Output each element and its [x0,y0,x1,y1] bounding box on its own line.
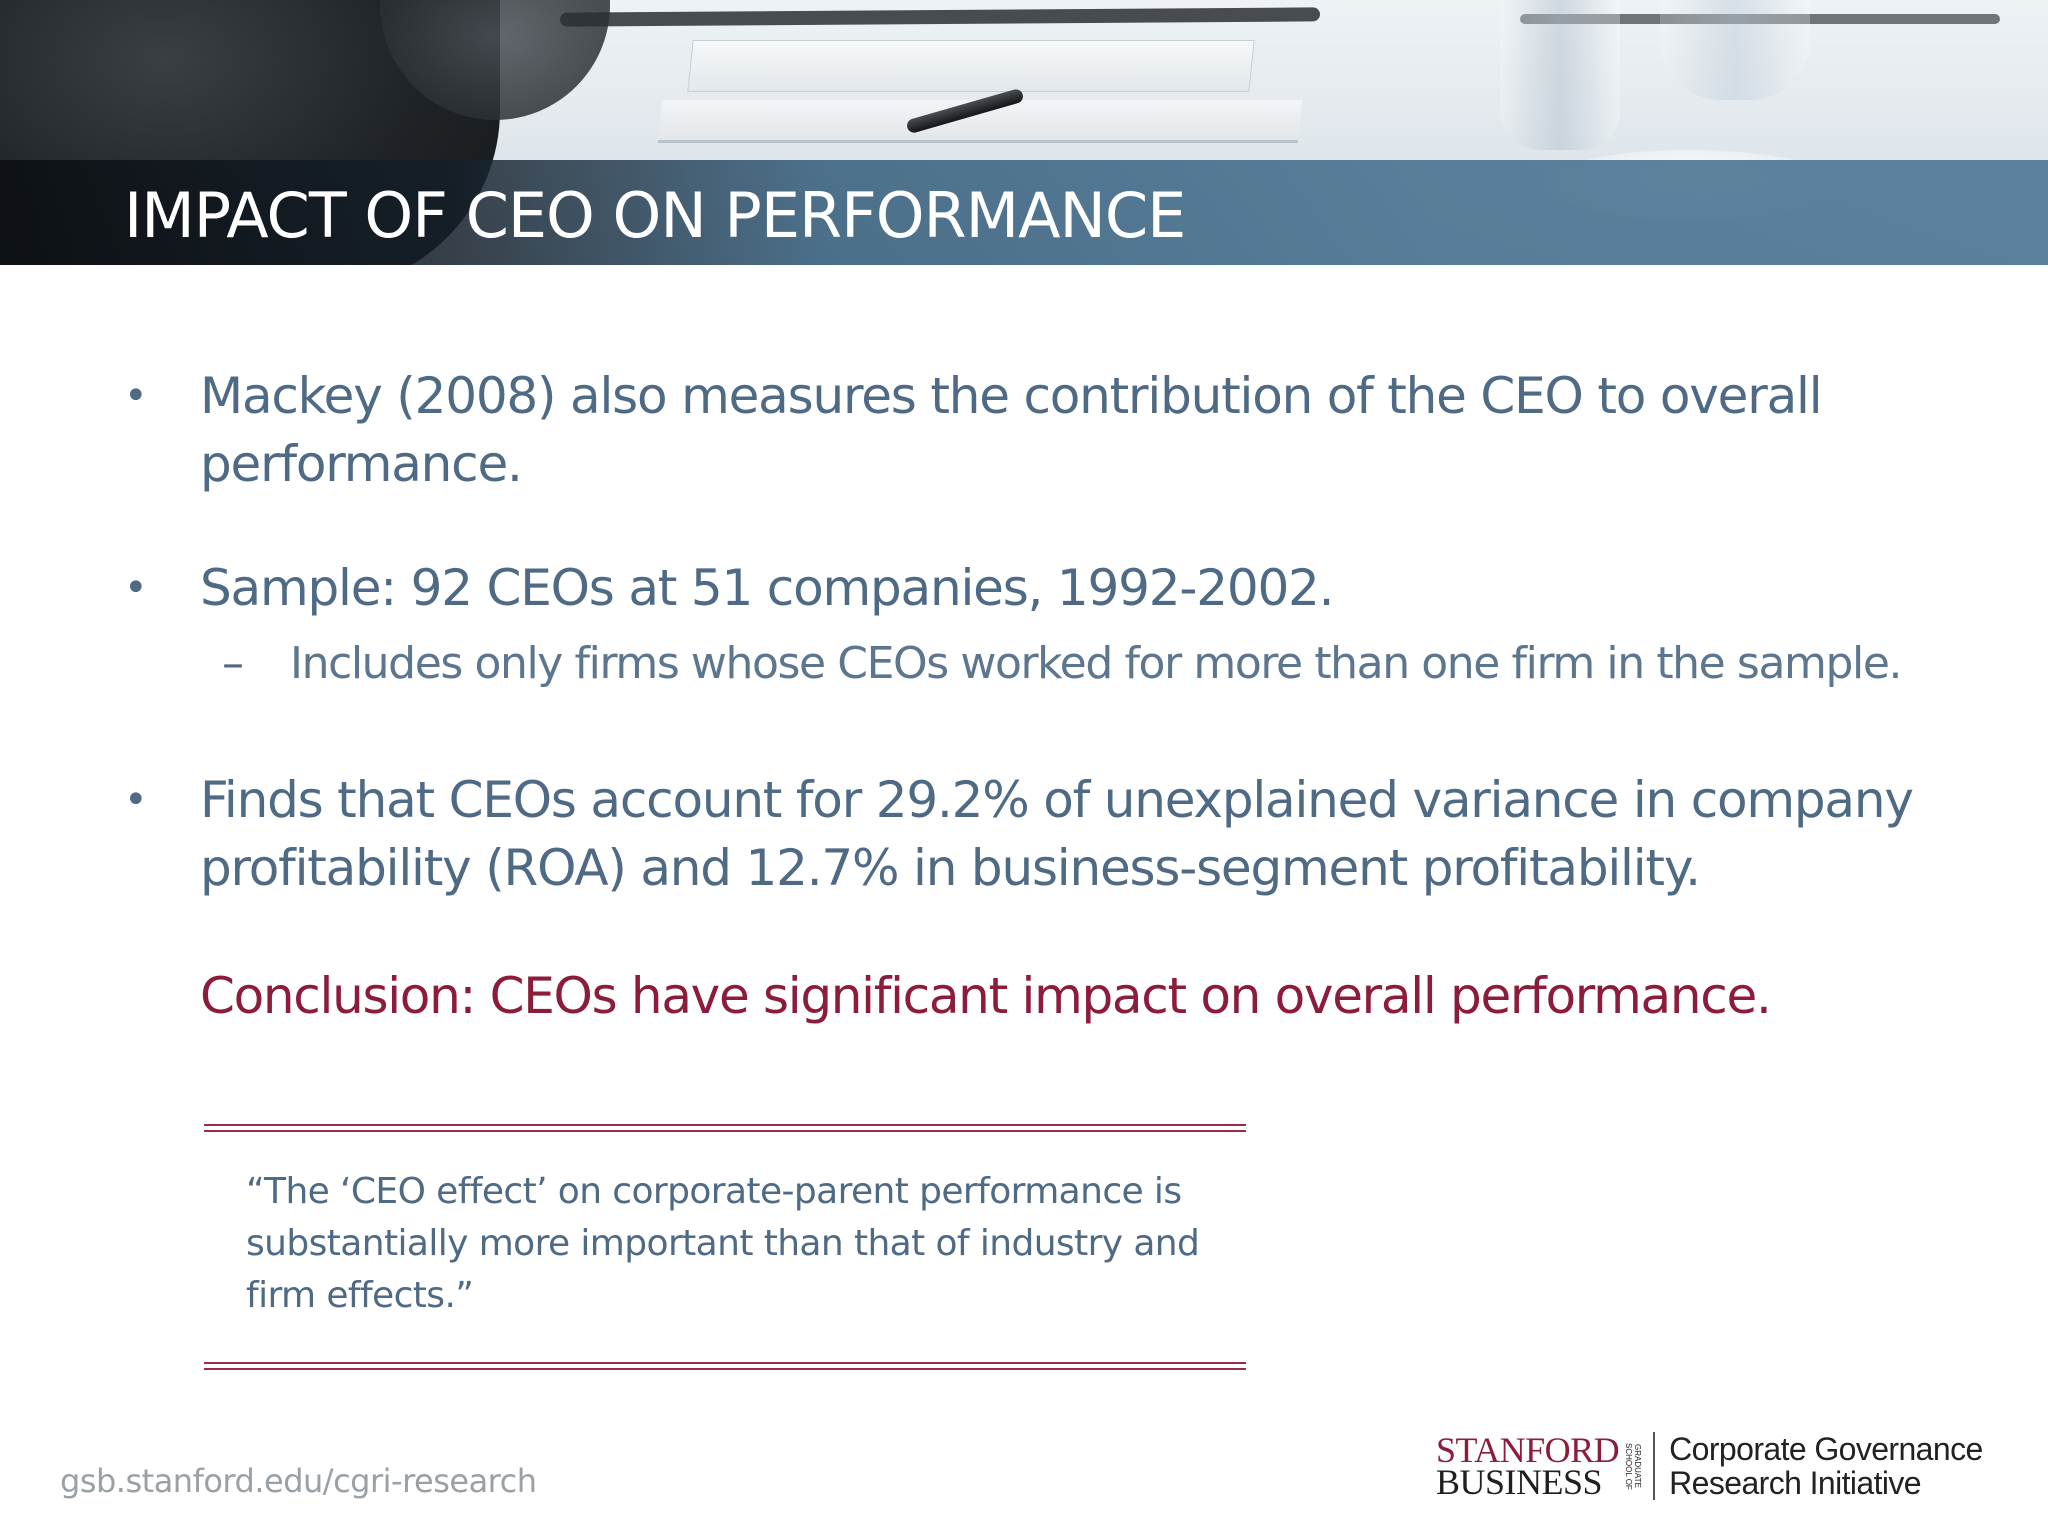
logo-initiative-line-2: Research Initiative [1669,1465,1921,1501]
stanford-gsb-cgri-logo: STANFORD BUSINESS GRADUATE SCHOOL OF Cor… [1436,1430,1983,1502]
sub-bullet-item: – Includes only firms whose CEOs worked … [120,634,1940,694]
bullet-item: • Mackey (2008) also measures the contri… [120,362,1940,498]
quote-rule-top [204,1124,1246,1132]
logo-word-stanford: STANFORD [1436,1430,1620,1470]
footer-url: gsb.stanford.edu/cgri-research [60,1462,537,1500]
logo-word-business: BUSINESS [1436,1462,1603,1502]
conclusion-text: Conclusion: CEOs have significant impact… [200,967,1772,1025]
quote-rule-bottom [204,1362,1246,1370]
bullet-text: Sample: 92 CEOs at 51 companies, 1992-20… [200,559,1335,617]
logo-stanford-business: STANFORD BUSINESS [1436,1430,1620,1502]
logo-initiative-line-1: Corporate Governance [1669,1431,1983,1467]
bullet-marker: • [124,565,148,611]
logo-divider [1653,1432,1656,1500]
logo-initiative: Corporate Governance Research Initiative [1669,1432,1983,1500]
quote-text: “The ‘CEO effect’ on corporate-parent pe… [246,1171,1200,1316]
photo-notepad [687,40,1255,92]
bullet-list: • Mackey (2008) also measures the contri… [120,362,1940,902]
title-band [0,160,2048,265]
sub-bullet-text: Includes only firms whose CEOs worked fo… [290,638,1902,689]
bullet-text: Finds that CEOs account for 29.2% of une… [200,771,1914,897]
bullet-item: • Finds that CEOs account for 29.2% of u… [120,766,1940,902]
logo-school-line-2: SCHOOL OF [1624,1442,1634,1490]
logo-graduate-school: GRADUATE SCHOOL OF [1623,1434,1643,1498]
sub-bullet-marker: – [222,638,244,689]
photo-glass-second [1660,0,1810,100]
photo-glass [1500,0,1620,150]
bullet-marker: • [124,777,148,823]
bullet-text: Mackey (2008) also measures the contribu… [200,367,1823,493]
slide-title: IMPACT OF CEO ON PERFORMANCE [124,179,1186,252]
logo-school-line-1: GRADUATE [1633,1444,1643,1488]
bullet-item: • Sample: 92 CEOs at 51 companies, 1992-… [120,554,1940,622]
photo-table-edge [559,7,1321,27]
bullet-marker: • [124,373,148,419]
